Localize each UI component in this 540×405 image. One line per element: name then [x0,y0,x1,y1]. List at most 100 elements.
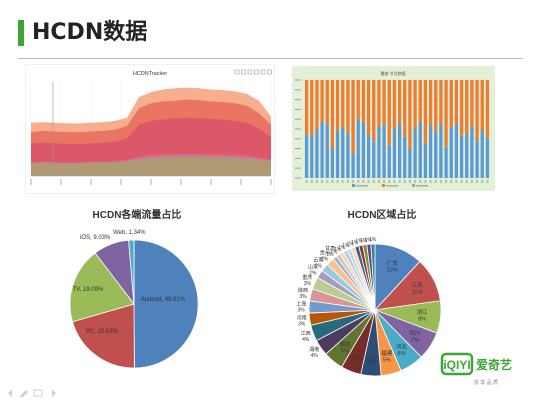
bar-x-tick-label [305,180,308,183]
bar-0-33 [475,140,479,178]
bar-x-tick-label [372,180,375,183]
bar-0-15 [382,124,386,178]
pie2-pct-4: 6% [398,351,406,357]
pie2-label-0: 广东 [387,259,399,267]
bar-1-6 [335,80,340,131]
bar-y-tick-label [295,128,301,130]
bar-1-18 [397,80,402,124]
area-x-tick-label [270,179,272,185]
area-x-tick-label [210,179,212,185]
bar-chart-plot [295,79,490,187]
bar-0-4 [325,124,329,178]
area-x-tick-label [180,179,182,185]
bar-legend-swatch [412,184,415,187]
pie1-slice-2 [69,252,135,323]
area-x-tick-label [90,179,92,185]
area-chart: HCDNTracker [25,64,275,194]
pie2-pct-20: 1% [334,247,342,253]
bar-x-tick-label [470,180,473,183]
pie2-pct-28: 1% [369,237,377,243]
title-divider [18,58,523,59]
bar-1-7 [341,80,345,128]
pie1-slice-1 [72,303,135,369]
bar-legend-swatch [382,184,385,187]
area-x-tick-label [30,179,32,185]
bar-0-11 [361,122,366,178]
bar-x-tick-label [481,180,484,183]
bar-x-tick-label [331,180,334,183]
bar-icon[interactable] [260,69,266,75]
bar-1-15 [382,80,386,125]
pie2-pct-6: 5% [368,359,376,365]
bar-0-6 [335,130,340,178]
bar-legend-label [386,185,398,187]
bar-0-20 [408,148,412,178]
bar-0-16 [387,145,391,178]
bar-1-11 [361,80,366,123]
bar-x-tick-label [476,180,479,183]
bar-1-32 [470,80,474,127]
bar-1-26 [439,80,443,125]
slides-menu-icon[interactable] [33,389,43,397]
zoom-icon[interactable] [234,69,240,75]
bar-0-22 [418,121,422,178]
bar-1-13 [372,80,376,141]
pie2-pct-25: 1% [355,239,363,245]
bar-x-tick-label [419,180,422,183]
pie2-label-16: 云南 [313,256,323,263]
bar-1-14 [377,80,381,128]
pie2-pct-8: 5% [341,348,349,354]
area-chart-title: HCDNTracker [133,71,167,77]
bar-1-34 [480,80,484,130]
area-chart-plot [30,82,272,185]
bar-1-0 [304,80,309,134]
bar-x-tick-label [408,180,411,183]
bar-x-tick-label [388,180,391,183]
bar-1-10 [356,80,360,120]
bar-1-35 [485,80,490,138]
bar-1-2 [315,80,319,129]
bar-0-31 [465,133,469,178]
bar-1-17 [392,80,397,129]
pie2-pct-14: 3% [304,281,312,287]
line-icon[interactable] [254,69,259,75]
bar-x-tick-label [367,180,370,183]
bar-0-30 [459,135,464,178]
bar-0-3 [320,121,324,178]
iqiyi-logo: iQIYI 爱奇艺 悦 享 品 质 [440,350,532,390]
bar-0-34 [480,129,484,178]
bar-0-1 [310,136,314,178]
pie2-pct-0: 12% [387,267,398,273]
save-icon[interactable] [267,69,272,75]
pie2-pct-7: 5% [354,356,362,362]
bar-0-18 [397,123,402,178]
pie2-pct-26: 1% [360,238,368,244]
pie2-label-2: 浙江 [417,308,429,316]
region-pie-slices: 广东12%江苏11%浙江8%四川7%河北6%福建5%5%5%湖北5%湖南4%江西… [296,237,442,377]
bar-1-16 [387,80,391,146]
area-chart-toolbar [234,69,272,75]
pie2-pct-12: 3% [297,308,305,314]
bar-0-21 [413,129,417,178]
prev-slide-icon[interactable] [8,389,12,397]
bar-x-tick-label [326,180,329,183]
bar-1-22 [418,80,422,122]
pie2-pct-1: 11% [412,290,423,296]
pie1-label-0: Android, 49.91% [141,297,186,303]
reset-icon[interactable] [241,69,246,75]
pen-icon[interactable] [20,390,28,398]
bar-y-tick-label [295,79,301,81]
next-slide-icon[interactable] [52,389,56,397]
pie1-slice-0 [133,239,199,369]
pie2-pct-19: 1% [330,250,338,256]
bar-x-tick-label [362,180,365,183]
iqiyi-logo-mark: iQIYI 爱奇艺 悦 享 品 质 [440,352,512,386]
bar-y-tick-label [295,167,301,169]
slide-controls [8,389,56,398]
data-view-icon[interactable] [247,69,253,75]
area-x-tick-label [150,179,152,185]
bar-x-tick-label [315,180,318,183]
bar-0-9 [351,153,355,178]
bar-y-tick-label [295,177,301,179]
bar-x-tick-label [346,180,349,183]
